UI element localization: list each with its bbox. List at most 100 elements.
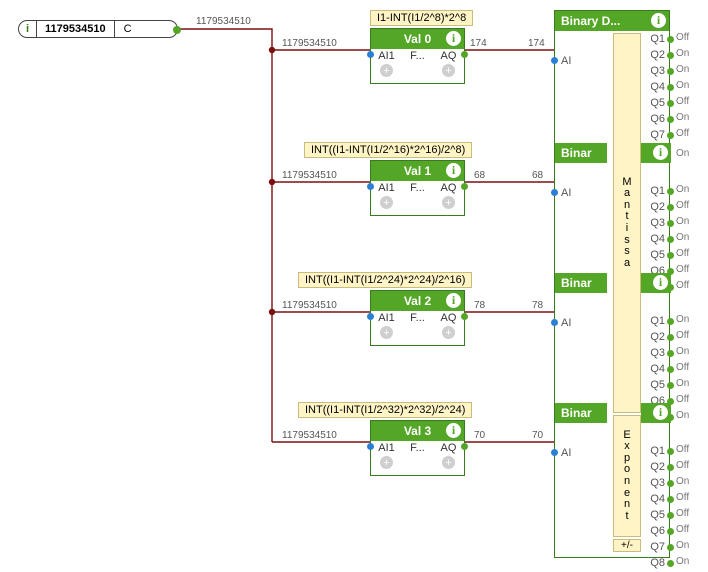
output-state: Off <box>676 444 689 455</box>
info-icon[interactable]: i <box>653 275 668 290</box>
input-pin <box>551 449 558 456</box>
output-pin <box>667 480 674 487</box>
output-pin <box>667 100 674 107</box>
val-block-3[interactable]: Val 3 i AI1+ F... AQ+ <box>370 420 465 476</box>
val-block-0[interactable]: Val 0 i AI1+ F... AQ+ <box>370 28 465 84</box>
output-pin <box>667 544 674 551</box>
info-icon[interactable]: i <box>653 145 668 160</box>
diagram-canvas: { "colors": { "green": "#53a626", "green… <box>0 0 708 572</box>
val-body: AI1+ F... AQ+ <box>371 49 464 83</box>
plus-icon[interactable]: + <box>442 326 455 339</box>
info-icon[interactable]: i <box>446 163 461 178</box>
output-pin <box>461 51 468 58</box>
info-icon[interactable]: i <box>651 13 666 28</box>
wire-label: 1179534510 <box>196 16 251 27</box>
output-pin <box>667 204 674 211</box>
q-output-label: Q3 <box>650 477 665 489</box>
output-state: Off <box>676 200 689 211</box>
input-pin <box>367 51 374 58</box>
ai-input-label: AI <box>561 187 571 199</box>
output-state: Off <box>676 394 689 405</box>
q-output-label: Q7 <box>650 129 665 141</box>
info-icon[interactable]: i <box>653 405 668 420</box>
output-pin <box>667 132 674 139</box>
output-state: Off <box>676 248 689 259</box>
mantissa-label: Mantissa <box>613 33 641 413</box>
output-pin <box>461 183 468 190</box>
q-output-label: Q2 <box>650 49 665 61</box>
output-state: Off <box>676 330 689 341</box>
output-state: On <box>676 346 689 357</box>
plus-icon[interactable]: + <box>380 456 393 469</box>
output-state: On <box>676 184 689 195</box>
decoder-sub-header: Binar <box>555 273 607 293</box>
q-output-label: Q1 <box>650 445 665 457</box>
output-pin <box>667 68 674 75</box>
decoder-sub-header: Binar <box>555 403 607 423</box>
output-state: On <box>676 314 689 325</box>
input-suffix: C <box>115 21 141 37</box>
output-state: On <box>676 232 689 243</box>
val-header: Val 2 i <box>371 291 464 311</box>
output-state: On <box>676 476 689 487</box>
wire-label: 1179534510 <box>282 38 337 49</box>
info-icon[interactable]: i <box>446 31 461 46</box>
val-block-2[interactable]: Val 2 i AI1+ F... AQ+ <box>370 290 465 346</box>
wire-label: 1179534510 <box>282 430 337 441</box>
q-output-label: Q4 <box>650 363 665 375</box>
output-pin <box>667 366 674 373</box>
input-constant-block[interactable]: i 1179534510 C <box>18 20 178 38</box>
q-output-label: Q3 <box>650 65 665 77</box>
output-state: On <box>676 540 689 551</box>
ai-input-label: AI <box>561 55 571 67</box>
ai-input-label: AI <box>561 317 571 329</box>
wire-label: 1179534510 <box>282 170 337 181</box>
wire-label: 68 <box>532 170 543 181</box>
plus-icon[interactable]: + <box>442 456 455 469</box>
output-pin <box>667 52 674 59</box>
q-output-label: Q2 <box>650 461 665 473</box>
q-output-label: Q5 <box>650 249 665 261</box>
plus-icon[interactable]: + <box>380 326 393 339</box>
val-header: Val 1 i <box>371 161 464 181</box>
output-pin <box>667 448 674 455</box>
val-body: AI1+ F... AQ+ <box>371 181 464 215</box>
output-state: Off <box>676 96 689 107</box>
formula-label: I1-INT(I1/2^8)*2^8 <box>370 10 473 26</box>
q-output-label: Q4 <box>650 81 665 93</box>
info-icon[interactable]: i <box>446 423 461 438</box>
q-output-label: Q1 <box>650 315 665 327</box>
output-state: On <box>676 410 689 421</box>
wire-label: 68 <box>474 170 485 181</box>
q-output-label: Q4 <box>650 233 665 245</box>
val-block-1[interactable]: Val 1 i AI1+ F... AQ+ <box>370 160 465 216</box>
val-body: AI1+ F... AQ+ <box>371 441 464 475</box>
output-pin <box>667 528 674 535</box>
plus-icon[interactable]: + <box>380 196 393 209</box>
output-state: Off <box>676 492 689 503</box>
input-pin <box>551 319 558 326</box>
q-output-label: Q5 <box>650 97 665 109</box>
plus-icon[interactable]: + <box>442 196 455 209</box>
output-state: On <box>676 378 689 389</box>
wire-label: 1179534510 <box>282 300 337 311</box>
decoder-sub-header: Binar <box>555 143 607 163</box>
output-state: On <box>676 216 689 227</box>
output-state: On <box>676 148 689 159</box>
output-pin <box>667 36 674 43</box>
plus-icon[interactable]: + <box>380 64 393 77</box>
q-output-label: Q2 <box>650 331 665 343</box>
output-pin <box>667 560 674 567</box>
exponent-label: Exponent <box>613 415 641 537</box>
output-state: On <box>676 112 689 123</box>
binary-decoder-block[interactable]: Binary D... i Mantissa Exponent +/- AIQ1… <box>554 10 670 558</box>
info-icon[interactable]: i <box>446 293 461 308</box>
q-output-label: Q2 <box>650 201 665 213</box>
output-state: On <box>676 80 689 91</box>
input-pin <box>367 443 374 450</box>
q-output-label: Q3 <box>650 217 665 229</box>
plus-icon[interactable]: + <box>442 64 455 77</box>
info-icon: i <box>19 21 37 37</box>
q-output-label: Q5 <box>650 379 665 391</box>
output-state: On <box>676 556 689 567</box>
